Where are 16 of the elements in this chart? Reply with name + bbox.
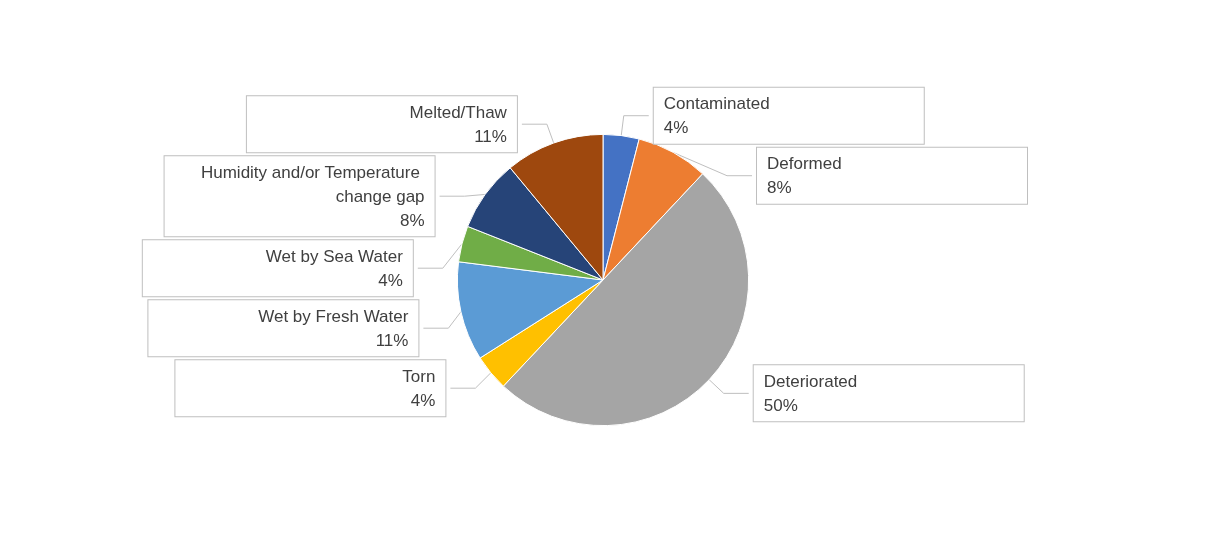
slice-label: Melted/Thaw [409,102,508,122]
slice-label: Humidity and/or Temperature change gap [200,162,425,206]
slice-label: Wet by Fresh Water [258,306,409,326]
data-label: 8% [767,178,792,198]
slice-label: Wet by Sea Water [265,246,404,266]
data-label: 8% [400,210,425,230]
data-label: 4% [378,270,403,290]
data-label: 11% [474,126,507,146]
slice-label: Deteriorated [763,371,858,391]
slice-label: Torn [402,366,436,386]
data-label: 50% [763,395,798,415]
slice-label: Contaminated [663,94,770,114]
data-label: 11% [375,330,409,350]
data-label: 4% [410,390,436,410]
slice-label: Deformed [767,154,842,174]
data-label: 4% [663,118,689,138]
